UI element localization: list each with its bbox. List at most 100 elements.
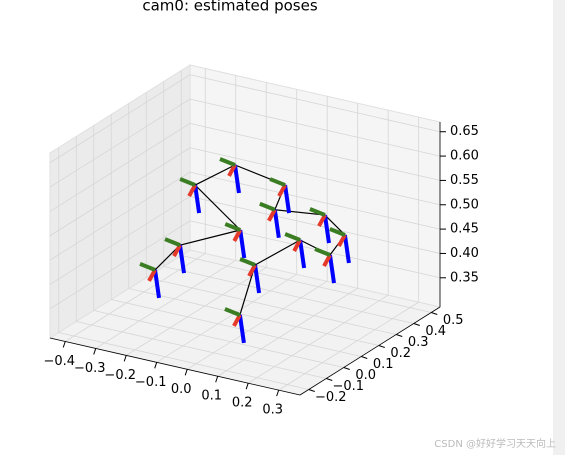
pose-y-axis [224, 307, 241, 317]
camera-pose [269, 177, 292, 214]
grid-line [186, 280, 328, 370]
grid-line [111, 299, 362, 357]
x-tick-label: 0.3 [262, 403, 283, 418]
x-tick-label: −0.1 [135, 375, 167, 390]
z-tick-label: 0.60 [450, 149, 479, 164]
pose-y-axis [284, 232, 301, 242]
grid-line [49, 123, 191, 212]
pose-z-axis [283, 184, 292, 214]
y-tick-label: 0.1 [373, 357, 394, 372]
y-tick-label: 0.4 [425, 324, 446, 339]
grid-line [156, 273, 297, 363]
pose-y-axis [179, 177, 196, 187]
pose-z-axis [328, 254, 336, 284]
tick-mark [343, 367, 350, 370]
camera-pose [329, 227, 351, 264]
x-tick-label: 0.1 [201, 389, 222, 404]
pose-x-axis [232, 314, 242, 327]
pose-y-axis [239, 257, 256, 267]
scrollbar [553, 0, 565, 455]
grid-line [146, 277, 397, 335]
camera-pose [239, 257, 262, 294]
tick-mark [184, 369, 188, 376]
pose-z-axis [253, 264, 262, 294]
camera-pose [219, 157, 241, 194]
pose-z-axis [237, 314, 246, 344]
tick-mark [308, 389, 315, 392]
pose-y-axis [329, 227, 346, 237]
grid-line [278, 301, 419, 391]
camera-pose [164, 237, 186, 274]
grid-line [49, 147, 191, 237]
tick-mark [431, 312, 438, 315]
z-tick-label: 0.65 [450, 124, 479, 139]
z-tick-label: 0.50 [450, 197, 479, 212]
grid-line [181, 255, 432, 313]
grid-line [128, 288, 379, 346]
grid-line [189, 98, 441, 157]
tick-mark [62, 341, 66, 348]
pose-x-axis [187, 184, 197, 197]
y-tick-label: −0.2 [315, 390, 347, 405]
z-tick-label: 0.35 [450, 270, 479, 285]
tick-mark [245, 383, 249, 390]
grid-line [189, 123, 441, 181]
grid-line [49, 98, 191, 188]
pose-z-axis [238, 229, 247, 259]
tick-mark [413, 323, 420, 326]
tick-mark [276, 389, 280, 397]
pose-y-axis [219, 157, 236, 167]
pose-y-axis [269, 177, 286, 187]
pose-x-axis [277, 184, 287, 198]
grid-line [49, 171, 191, 261]
pose-x-axis [337, 234, 347, 247]
grid-line [247, 294, 389, 384]
pose-x-axis [267, 208, 277, 222]
x-axis-line [49, 337, 301, 396]
grid-line [189, 147, 441, 206]
pose-x-axis [227, 164, 237, 177]
tick-mark [378, 345, 385, 348]
camera-pose [259, 201, 281, 239]
z-tick-label: 0.55 [450, 173, 479, 188]
chart-title: cam0: estimated poses [142, 0, 317, 15]
tick-mark [396, 334, 403, 337]
tick-mark [93, 348, 97, 355]
y-tick-label: −0.1 [332, 379, 364, 394]
grid-line [189, 171, 441, 230]
y-tick-label: 0.5 [443, 313, 464, 328]
pose-z-axis [298, 239, 307, 269]
pose-z-axis [272, 209, 281, 239]
pose-z-axis [178, 244, 186, 274]
pose-x-axis [147, 268, 157, 282]
pose-z-axis [342, 234, 351, 264]
x-tick-label: 0.0 [171, 382, 192, 397]
pose-x-axis [247, 264, 257, 277]
z-tick-label: 0.40 [450, 246, 479, 261]
y-axis-line [299, 306, 441, 396]
x-tick-label: 0.2 [232, 396, 253, 411]
tick-mark [361, 356, 368, 359]
y-tick-label: 0.0 [355, 368, 376, 383]
pose-z-axis [322, 214, 331, 244]
camera-pose [224, 307, 246, 344]
pose-x-axis [317, 214, 327, 227]
grid-line [189, 74, 441, 133]
grid-line [49, 220, 191, 310]
pose-x-axis [322, 254, 332, 267]
pose-y-axis [139, 262, 156, 272]
pose-z-axis [153, 269, 162, 299]
x-tick-label: −0.2 [104, 368, 136, 383]
grid-line [95, 260, 236, 349]
grid-line [76, 321, 327, 379]
grid-line [163, 266, 414, 324]
x-tick-label: −0.3 [74, 361, 106, 376]
grid-line [58, 332, 309, 390]
watermark: CSDN @好好学习天天向上 [434, 437, 556, 450]
camera-pose [314, 247, 336, 284]
pose-y-axis [164, 237, 181, 247]
y-tick-label: 0.2 [390, 346, 411, 361]
pose-y-axis [309, 207, 326, 217]
pose-x-axis [232, 229, 242, 242]
